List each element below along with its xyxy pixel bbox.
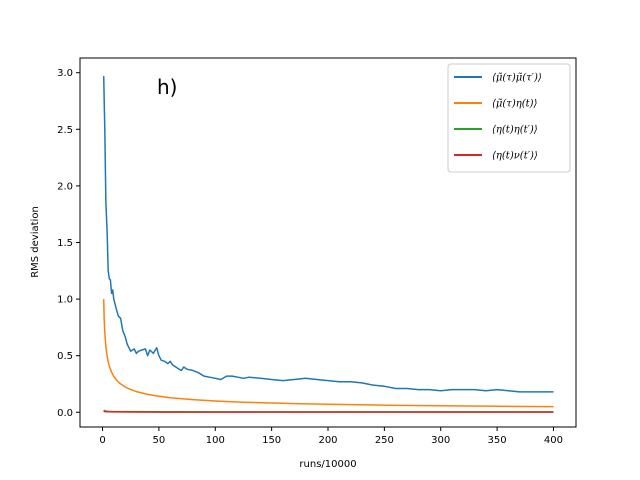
x-tick-label: 100 xyxy=(206,435,225,446)
series-line-2 xyxy=(102,299,554,408)
legend: ⟨μ̃(τ)μ̃(τ′)⟩ ⟨μ̃(τ)η(t)⟩ ⟨η(t)η(t′)⟩ ⟨η(t)… xyxy=(447,63,571,173)
series-line-1 xyxy=(102,76,554,393)
legend-label: ⟨η(t)ν(t′)⟩ xyxy=(492,151,538,162)
series-layer xyxy=(102,76,554,413)
y-axis-label: RMS deviation xyxy=(30,206,41,278)
legend-box xyxy=(447,63,571,173)
x-tick-label: 350 xyxy=(488,435,507,446)
y-tick-label: 2.5 xyxy=(57,125,73,136)
y-tick-label: 1.0 xyxy=(57,295,73,306)
x-axis-label: runs/10000 xyxy=(299,459,356,470)
y-tick-label: 3.0 xyxy=(57,68,73,79)
y-axis: 0.0 0.5 1.0 1.5 2.0 2.5 3.0 xyxy=(57,68,80,419)
legend-label: ⟨μ̃(τ)μ̃(τ′)⟩ xyxy=(492,73,542,84)
x-tick-label: 200 xyxy=(318,435,337,446)
x-tick-label: 50 xyxy=(153,435,166,446)
x-axis: 0 50 100 150 200 250 300 350 400 xyxy=(99,427,563,446)
x-tick-label: 250 xyxy=(375,435,394,446)
legend-label: ⟨η(t)η(t′)⟩ xyxy=(492,125,538,136)
y-tick-label: 0.5 xyxy=(57,351,73,362)
y-tick-label: 0.0 xyxy=(57,408,73,419)
x-tick-label: 150 xyxy=(262,435,281,446)
series-line-4 xyxy=(103,410,554,413)
x-tick-label: 400 xyxy=(544,435,563,446)
x-tick-label: 300 xyxy=(431,435,450,446)
y-tick-label: 2.0 xyxy=(57,181,73,192)
y-tick-label: 1.5 xyxy=(57,238,73,249)
x-tick-label: 0 xyxy=(99,435,105,446)
legend-label: ⟨μ̃(τ)η(t)⟩ xyxy=(492,99,538,110)
panel-label: h) xyxy=(157,75,177,99)
